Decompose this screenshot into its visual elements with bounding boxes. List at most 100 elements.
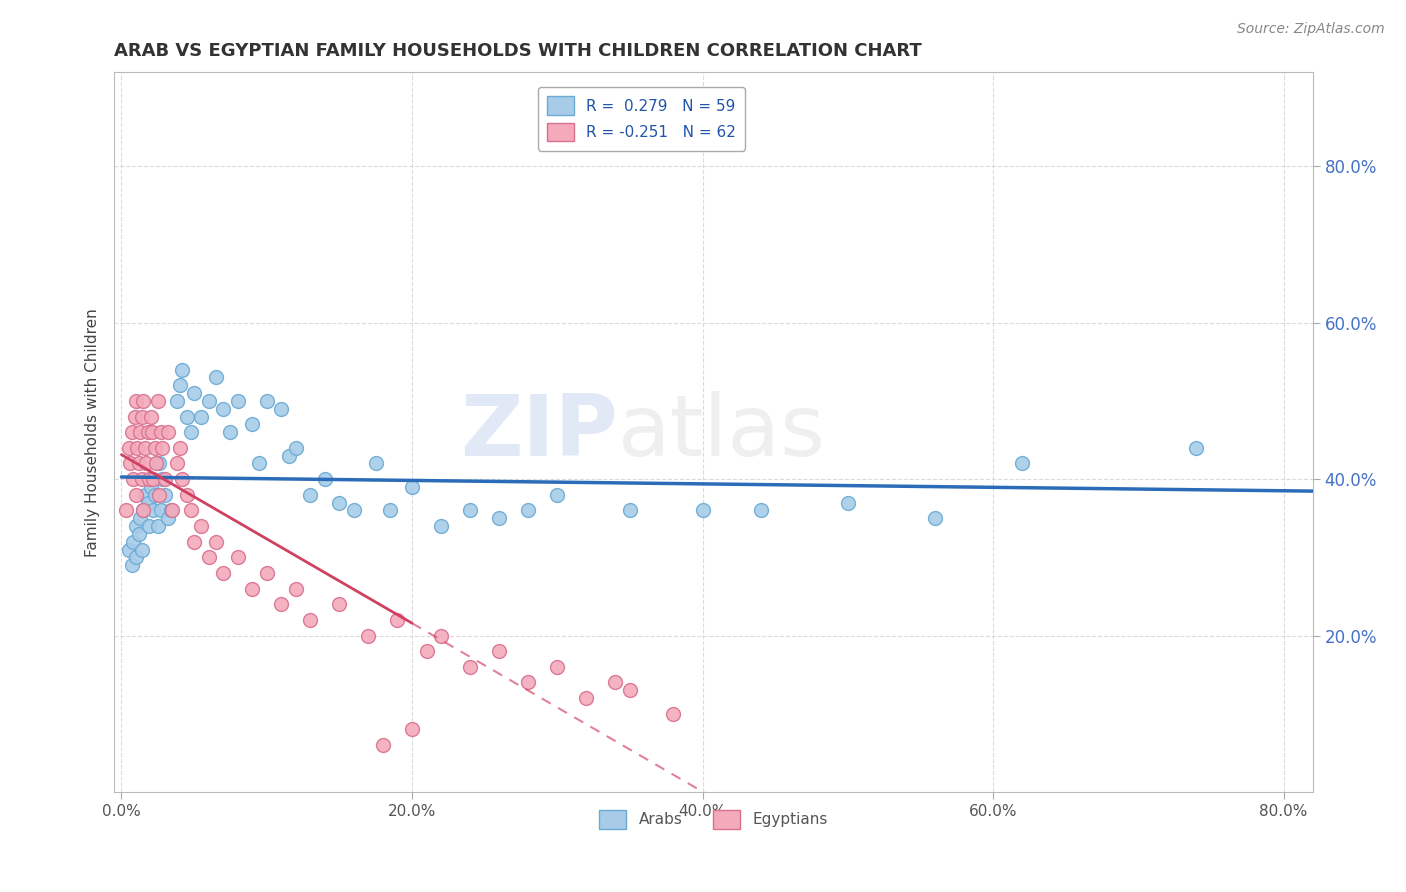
Point (458, 660, 481, 674)
Point (619, 503, 641, 517)
Point (183, 386, 205, 401)
Point (166, 457, 188, 471)
Point (169, 441, 191, 455)
Legend: Arabs, Egyptians: Arabs, Egyptians (593, 804, 834, 835)
Point (125, 550, 148, 565)
Text: Source: ZipAtlas.com: Source: ZipAtlas.com (1237, 22, 1385, 37)
Point (430, 628, 453, 642)
Point (575, 691, 598, 706)
Point (136, 425, 159, 440)
Point (138, 519, 160, 533)
Point (924, 511, 946, 525)
Point (343, 503, 366, 517)
Point (125, 393, 148, 408)
Point (212, 566, 235, 580)
Point (205, 534, 228, 549)
Point (132, 503, 155, 517)
Point (156, 425, 179, 440)
Point (837, 495, 859, 509)
Point (118, 542, 141, 557)
Point (270, 597, 292, 611)
Point (136, 495, 159, 509)
Point (146, 519, 169, 533)
Point (692, 503, 714, 517)
Point (150, 472, 173, 486)
Point (284, 441, 307, 455)
Point (226, 393, 249, 408)
Point (256, 566, 278, 580)
Point (249, 457, 271, 471)
Point (149, 503, 172, 517)
Point (488, 644, 510, 658)
Point (153, 488, 176, 502)
Point (138, 472, 160, 486)
Point (118, 441, 141, 455)
Point (150, 441, 173, 455)
Point (430, 519, 453, 533)
Point (129, 511, 152, 525)
Point (160, 503, 183, 517)
Point (131, 409, 153, 424)
Point (364, 457, 387, 471)
Point (212, 401, 235, 416)
Point (143, 488, 166, 502)
Point (619, 683, 641, 698)
Point (162, 503, 184, 517)
Point (149, 425, 172, 440)
Point (284, 582, 307, 596)
Point (169, 378, 191, 392)
Point (132, 393, 155, 408)
Point (387, 613, 409, 627)
Point (120, 457, 142, 471)
Point (176, 409, 198, 424)
Point (197, 550, 219, 565)
Point (328, 495, 350, 509)
Point (172, 472, 194, 486)
Point (134, 488, 156, 502)
Point (134, 441, 156, 455)
Point (129, 425, 152, 440)
Point (143, 441, 166, 455)
Point (180, 503, 202, 517)
Point (401, 480, 423, 494)
Point (122, 472, 145, 486)
Point (415, 644, 437, 658)
Point (458, 503, 481, 517)
Point (205, 370, 228, 384)
Point (114, 503, 136, 517)
Point (180, 425, 202, 440)
Y-axis label: Family Households with Children: Family Households with Children (86, 308, 100, 557)
Point (270, 401, 292, 416)
Point (546, 660, 568, 674)
Point (605, 675, 627, 690)
Point (131, 472, 153, 486)
Point (357, 628, 380, 642)
Point (156, 511, 179, 525)
Point (132, 503, 155, 517)
Point (517, 503, 540, 517)
Point (131, 542, 153, 557)
Point (142, 472, 165, 486)
Point (299, 488, 322, 502)
Point (122, 534, 145, 549)
Point (380, 503, 402, 517)
Point (139, 409, 162, 424)
Text: atlas: atlas (617, 391, 825, 474)
Point (219, 425, 242, 440)
Point (371, 738, 394, 752)
Point (190, 409, 212, 424)
Point (546, 488, 568, 502)
Point (240, 582, 263, 596)
Point (146, 393, 169, 408)
Point (127, 441, 149, 455)
Point (256, 393, 278, 408)
Point (124, 409, 146, 424)
Point (190, 519, 212, 533)
Point (148, 488, 170, 502)
Point (299, 613, 322, 627)
Point (176, 488, 198, 502)
Point (153, 472, 176, 486)
Point (1011, 457, 1033, 471)
Point (128, 527, 150, 541)
Point (488, 511, 510, 525)
